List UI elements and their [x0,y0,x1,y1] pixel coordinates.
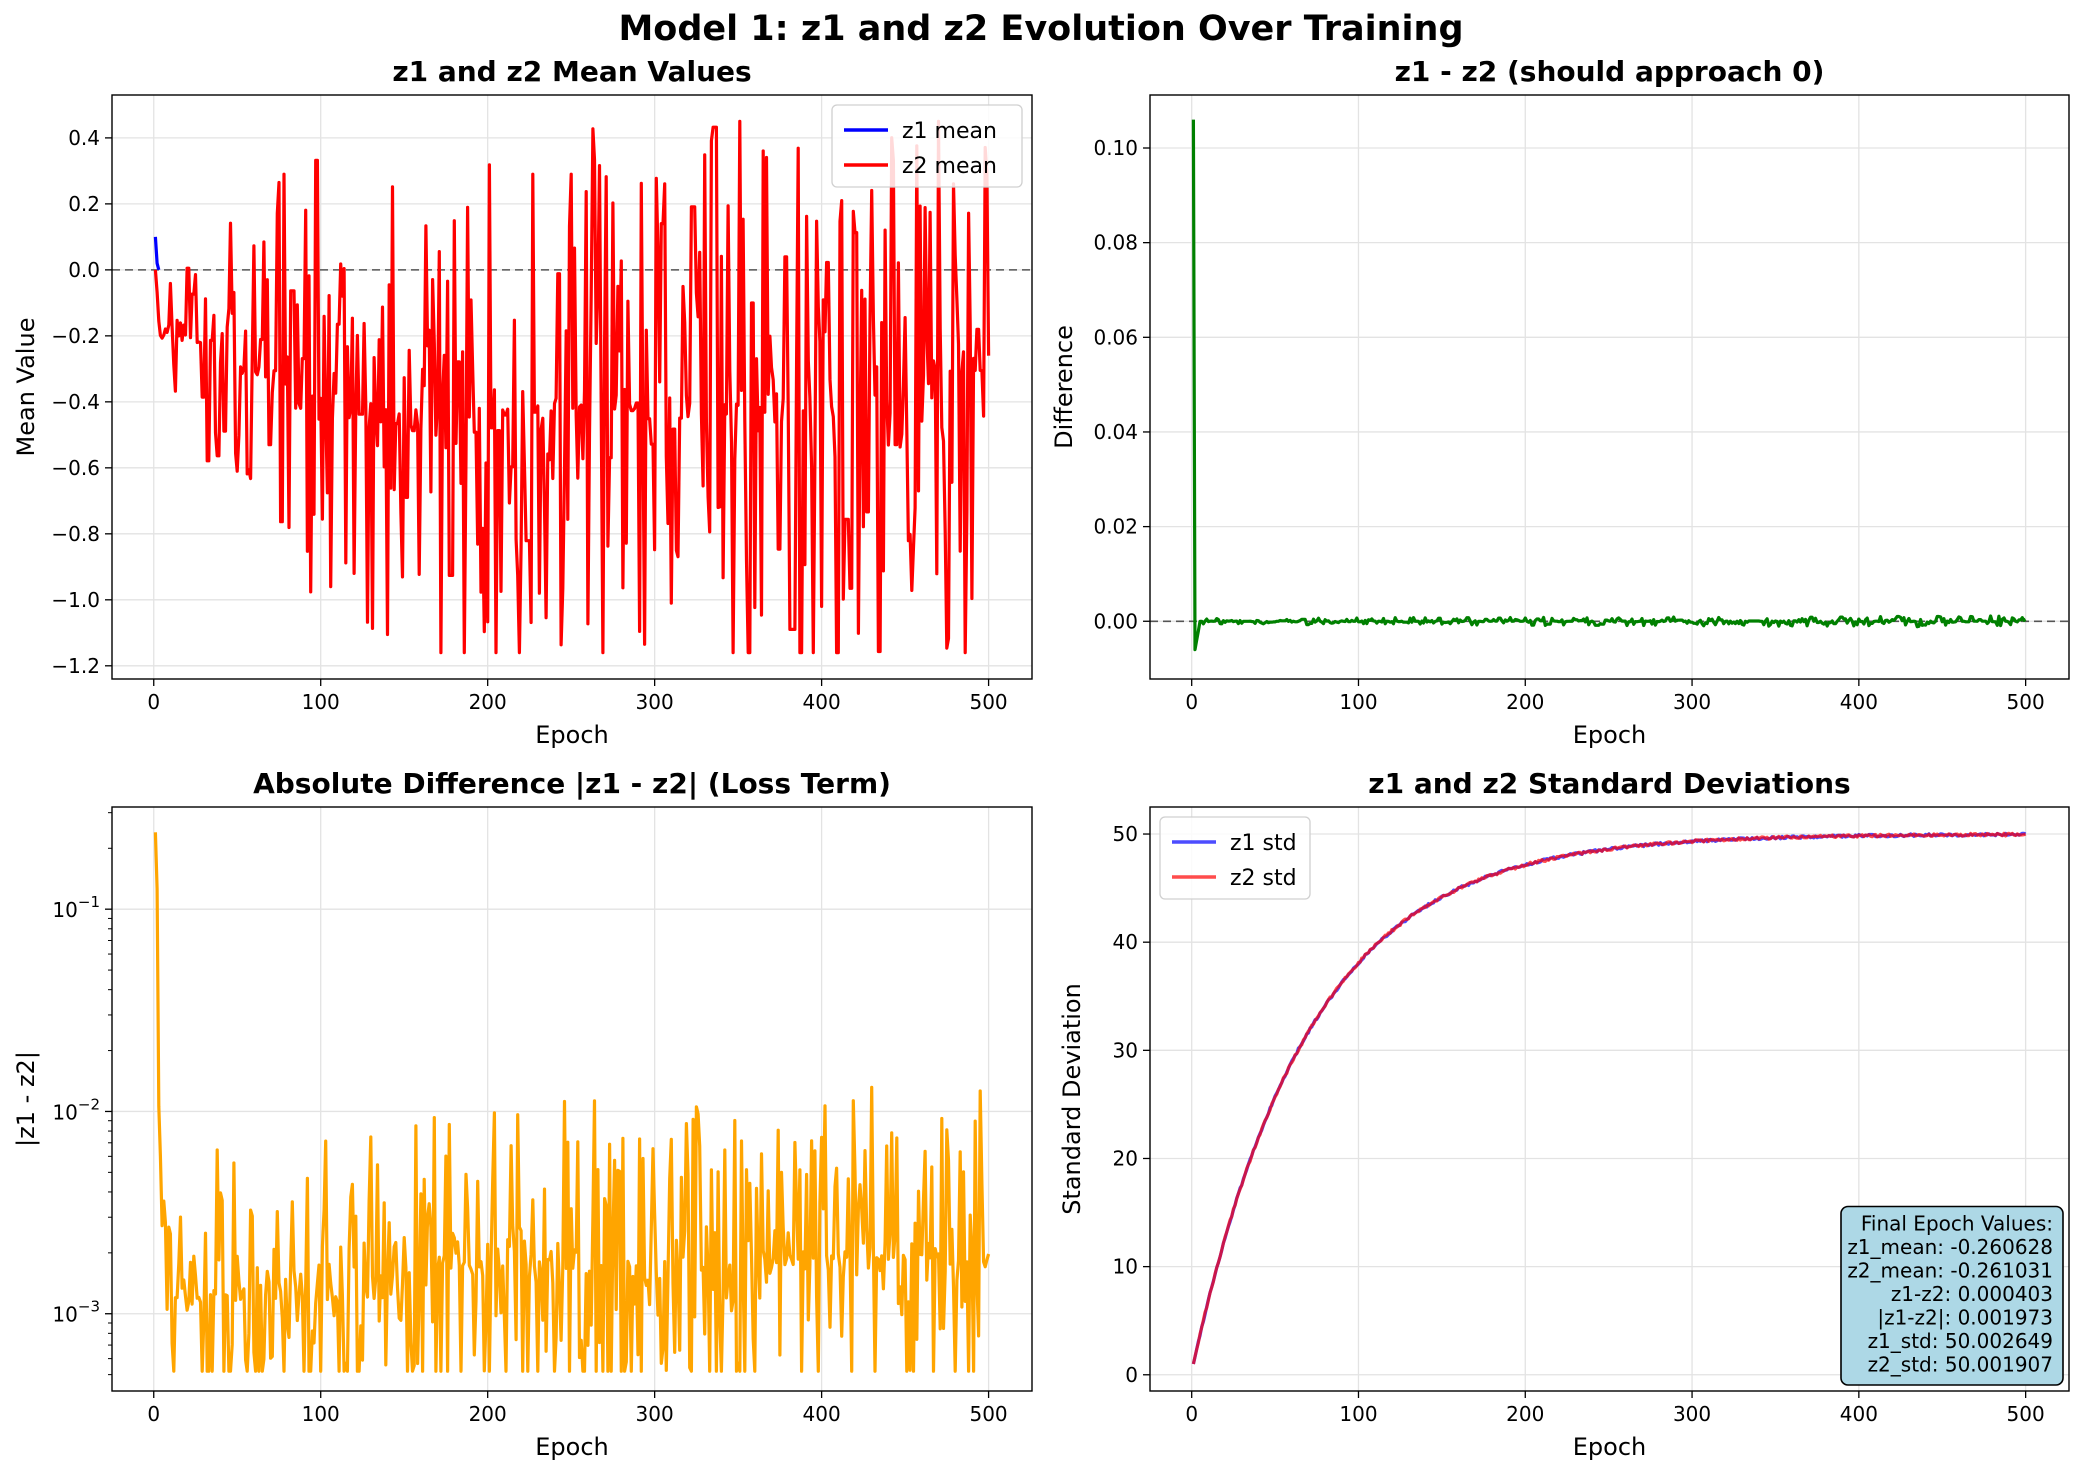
y-tick-label: −1.2 [51,654,100,678]
stats-line: z1_std: 50.002649 [1868,1329,2053,1353]
series-line-z2-std [1191,831,2027,1365]
x-tick-label: 300 [1673,690,1711,714]
chart-title: Absolute Difference |z1 - z2| (Loss Term… [253,767,891,800]
x-axis-label: Epoch [1573,1433,1647,1461]
chart-title: z1 and z2 Standard Deviations [1368,767,1850,800]
y-tick-label: 0.06 [1093,325,1138,349]
series-line-z1-mean [153,236,161,271]
y-tick-label: 20 [1113,1146,1138,1170]
x-tick-label: 300 [1673,1402,1711,1426]
x-tick-label: 500 [2007,690,2045,714]
y-tick-label: −0.6 [51,456,100,480]
y-tick-label: 0.02 [1093,515,1138,539]
x-tick-label: 100 [302,690,340,714]
x-tick-label: 400 [803,690,841,714]
legend-entry: z2 std [1230,866,1297,891]
x-tick-label: 200 [469,690,507,714]
y-tick-label: 0.08 [1093,231,1138,255]
plot-frame [1149,94,2070,680]
chart-diff: 0 100 200 300 400 500 0.00 0.02 0.04 0.06 0.08 0.10… [1050,55,2070,749]
plot-frame [111,806,1033,1392]
chart-absdiff: 0 100 200 300 400 500 10−3 10−2 10−1 Absolute Dif… [12,767,1033,1461]
series-line-z2-mean [153,119,991,655]
x-tick-label: 200 [1506,1402,1544,1426]
legend-entry: z2 mean [902,154,997,179]
x-axis-label: Epoch [535,1433,609,1461]
x-tick-label: 300 [636,1402,674,1426]
final-values-box: Final Epoch Values:z1_mean: -0.260628z2_… [1840,1205,2064,1386]
stats-line: |z1-z2|: 0.001973 [1877,1306,2053,1330]
y-tick-label: 10 [1113,1255,1138,1279]
x-tick-label: 500 [969,1402,1007,1426]
stats-box-frame [1840,1205,2064,1386]
y-tick-label: 0.4 [68,126,100,150]
y-tick-label: 0 [1125,1363,1138,1387]
series-line--z1-z2- [153,832,991,1373]
chart-title: z1 and z2 Mean Values [392,55,751,88]
y-tick-label: 0.10 [1093,136,1138,160]
x-tick-label: 400 [803,1402,841,1426]
y-tick-label: 0.0 [68,258,100,282]
x-tick-label: 0 [1185,690,1198,714]
x-tick-label: 100 [1339,690,1377,714]
y-tick-label: 0.04 [1093,420,1138,444]
x-tick-label: 400 [1840,1402,1878,1426]
x-tick-label: 0 [1185,1402,1198,1426]
x-tick-label: 100 [1339,1402,1377,1426]
y-axis-label: Difference [1050,325,1078,449]
y-tick-label: −0.4 [51,390,100,414]
y-tick-label: 50 [1113,822,1138,846]
x-tick-label: 500 [2007,1402,2045,1426]
stats-line: z1_mean: -0.260628 [1847,1235,2053,1259]
x-tick-label: 200 [1506,690,1544,714]
stats-line: z1-z2: 0.000403 [1891,1282,2053,1306]
y-tick-label: 0.00 [1093,609,1138,633]
figure-suptitle: Model 1: z1 and z2 Evolution Over Traini… [618,9,1463,49]
legend: z1 std z2 std [1159,816,1311,900]
plot-frame [111,94,1033,680]
x-tick-label: 0 [147,690,160,714]
y-tick-label: −0.2 [51,324,100,348]
y-tick-label: 40 [1113,930,1138,954]
y-tick-label: 30 [1113,1038,1138,1062]
y-tick-label: 10−2 [52,1095,100,1124]
x-axis-label: Epoch [1573,721,1647,749]
y-tick-label: 10−3 [52,1298,100,1327]
x-tick-label: 0 [147,1402,160,1426]
y-axis-label: |z1 - z2| [12,1051,40,1147]
legend: z1 mean z2 mean [831,104,1023,188]
stats-line: Final Epoch Values: [1861,1212,2053,1236]
legend-entry: z1 mean [902,119,997,144]
x-tick-label: 100 [302,1402,340,1426]
x-tick-label: 300 [636,690,674,714]
stats-line: z2_std: 50.001907 [1868,1353,2053,1377]
y-tick-label: −0.8 [51,522,100,546]
x-axis-label: Epoch [535,721,609,749]
chart-mean: 0 100 200 300 400 500 0.4 0.2 0.0 −0.2 −0.4 −0.6 −0.… [12,55,1033,749]
x-tick-label: 400 [1840,690,1878,714]
x-tick-label: 200 [469,1402,507,1426]
chart-title: z1 - z2 (should approach 0) [1395,55,1825,88]
series-line-z1-z2 [1191,119,2027,652]
y-tick-label: 10−1 [52,893,100,922]
y-axis-label: Standard Deviation [1058,983,1086,1215]
y-tick-label: 0.2 [68,192,100,216]
plot-frame [1149,806,2070,1392]
legend-entry: z1 std [1230,831,1297,856]
stats-line: z2_mean: -0.261031 [1847,1259,2053,1283]
y-tick-label: −1.0 [51,588,100,612]
x-tick-label: 500 [969,690,1007,714]
chart-std: 0 100 200 300 400 500 0 10 20 30 40 50 z1 and z2 Sta… [1058,767,2070,1461]
y-axis-label: Mean Value [12,318,40,457]
